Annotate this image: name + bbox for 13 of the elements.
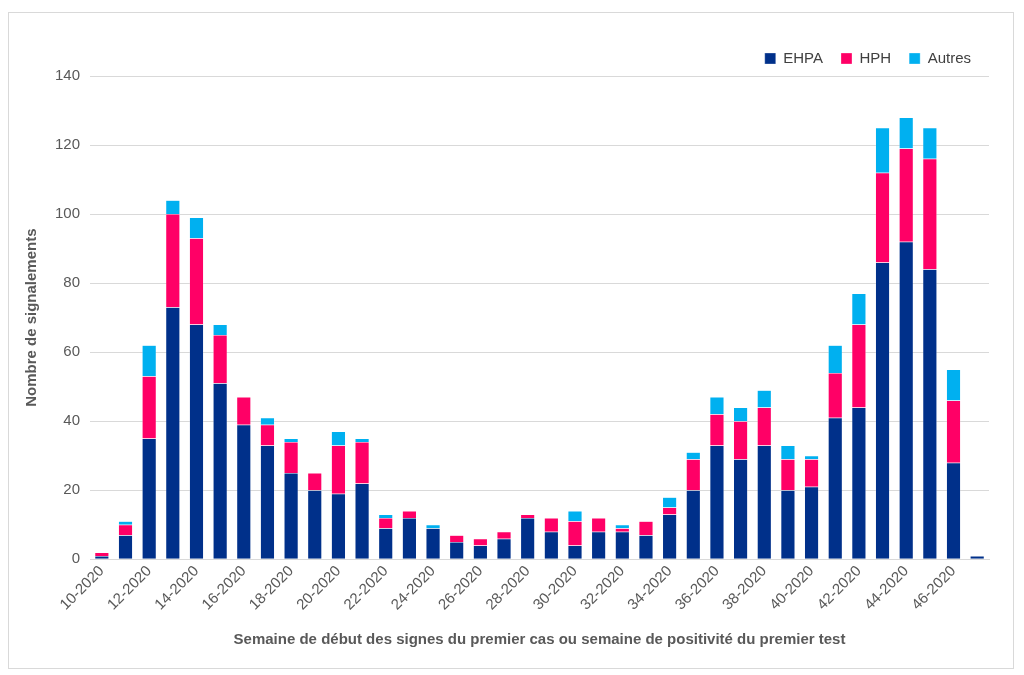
y-tick-label: 40 [63,411,81,429]
y-tick-label: 140 [55,66,81,84]
y-tick-label: 80 [63,273,81,291]
legend-label: HPH [859,48,892,66]
legend-label: Autres [927,48,972,66]
y-tick-label: 60 [63,342,81,360]
y-tick-label: 100 [55,204,81,222]
y-tick-label: 0 [71,549,81,567]
x-axis-title: Semaine de début des signes du premier cas ou semaine de positivité du premier test [233,630,846,648]
y-tick-label: 120 [55,135,81,153]
legend-label: EHPA [783,48,823,66]
y-tick-label: 20 [63,480,81,498]
y-axis-title: Nombre de signalements [22,228,40,407]
